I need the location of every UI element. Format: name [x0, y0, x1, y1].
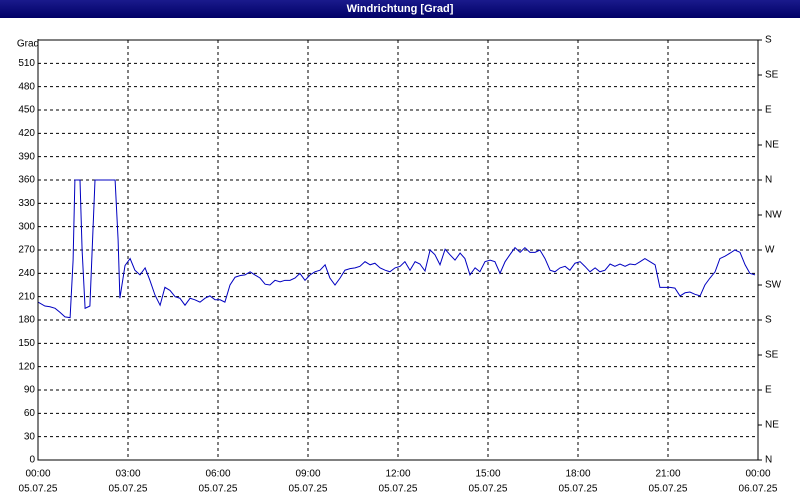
y-tick-label: 420: [18, 128, 35, 139]
y2-tick-label: SE: [765, 70, 779, 81]
x-tick-date: 05.07.25: [289, 484, 328, 495]
y2-tick-label: E: [765, 105, 772, 116]
y2-tick-label: SW: [765, 280, 782, 291]
x-tick-label: 00:00: [745, 469, 770, 480]
y-tick-label: 90: [24, 385, 36, 396]
y2-tick-label: NW: [765, 210, 782, 221]
y-tick-label: 30: [24, 431, 36, 442]
y-tick-label: 180: [18, 315, 35, 326]
y2-tick-label: E: [765, 385, 772, 396]
title-bar: [0, 0, 800, 18]
plot: [37, 179, 756, 319]
y2-tick-label: NE: [765, 420, 779, 431]
data-line: [37, 179, 756, 319]
y2-tick-label: NE: [765, 140, 779, 151]
x-tick-date: 05.07.25: [559, 484, 598, 495]
y-tick-label: 390: [18, 151, 35, 162]
y-tick-label: 270: [18, 245, 35, 256]
x-tick-label: 09:00: [295, 469, 320, 480]
y2-tick-label: S: [765, 35, 772, 46]
y-tick-label: 120: [18, 361, 35, 372]
y-tick-label: 330: [18, 198, 35, 209]
y2-tick-label: S: [765, 315, 772, 326]
x-tick-date: 05.07.25: [109, 484, 148, 495]
chart-title: Windrichtung [Grad]: [347, 3, 454, 15]
y2-tick-label: SE: [765, 350, 779, 361]
x-tick-label: 03:00: [115, 469, 140, 480]
y-tick-label: 150: [18, 338, 35, 349]
y-tick-label: 240: [18, 268, 35, 279]
y2-tick-label: W: [765, 245, 775, 256]
y-tick-label: 510: [18, 58, 35, 69]
y-tick-label: 0: [29, 455, 35, 466]
x-tick-label: 21:00: [655, 469, 680, 480]
y2-tick-label: N: [765, 175, 772, 186]
x-tick-date: 05.07.25: [199, 484, 238, 495]
x-tick-date: 06.07.25: [739, 484, 778, 495]
x-tick-date: 05.07.25: [379, 484, 418, 495]
y-tick-label: 300: [18, 221, 35, 232]
y-tick-label: 210: [18, 291, 35, 302]
y2-tick-label: N: [765, 455, 772, 466]
y-tick-label: 450: [18, 105, 35, 116]
x-tick-label: 18:00: [565, 469, 590, 480]
x-tick-label: 12:00: [385, 469, 410, 480]
y-tick-label: 480: [18, 81, 35, 92]
x-tick-date: 05.07.25: [19, 484, 58, 495]
y-tick-label: 360: [18, 175, 35, 186]
x-tick-date: 05.07.25: [469, 484, 508, 495]
y-tick-label: 60: [24, 408, 36, 419]
x-tick-date: 05.07.25: [649, 484, 688, 495]
x-tick-label: 06:00: [205, 469, 230, 480]
x-tick-label: 15:00: [475, 469, 500, 480]
x-tick-label: 00:00: [25, 469, 50, 480]
y-axis-label: Grad: [17, 39, 39, 50]
